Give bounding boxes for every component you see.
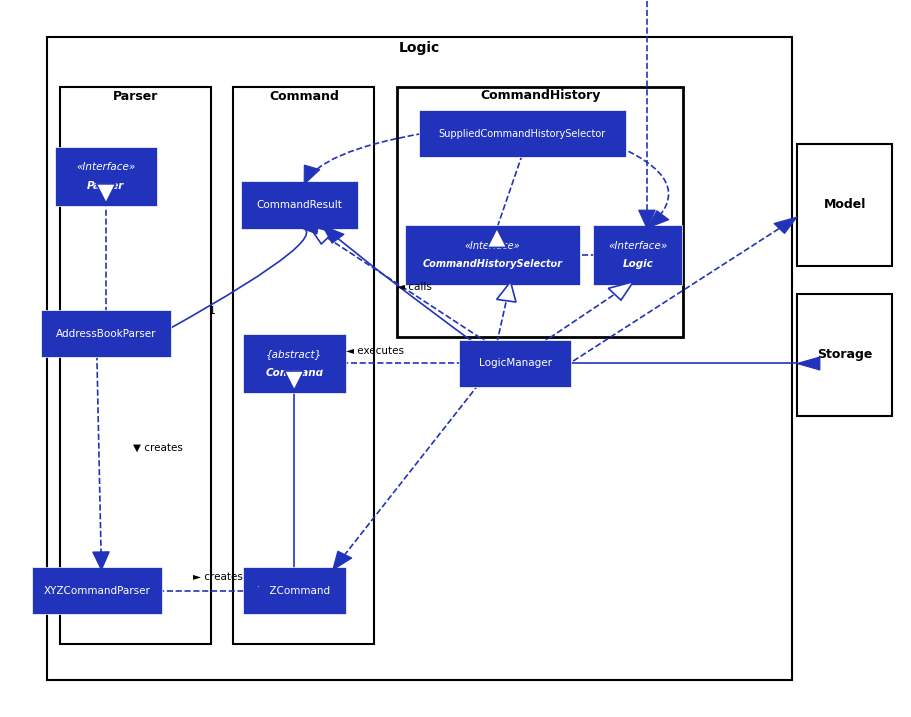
Text: ▼ creates: ▼ creates bbox=[133, 443, 183, 452]
Polygon shape bbox=[638, 210, 654, 228]
Text: Command: Command bbox=[265, 368, 322, 378]
Polygon shape bbox=[333, 551, 352, 570]
Polygon shape bbox=[308, 226, 333, 244]
FancyBboxPatch shape bbox=[404, 225, 579, 285]
FancyBboxPatch shape bbox=[242, 334, 345, 393]
Text: XYZCommandParser: XYZCommandParser bbox=[44, 586, 150, 596]
FancyBboxPatch shape bbox=[241, 181, 357, 229]
Polygon shape bbox=[96, 184, 116, 203]
Text: XYZCommand: XYZCommand bbox=[257, 586, 331, 596]
FancyBboxPatch shape bbox=[41, 310, 170, 357]
Text: Logic: Logic bbox=[622, 260, 652, 269]
FancyBboxPatch shape bbox=[396, 87, 682, 337]
FancyBboxPatch shape bbox=[55, 147, 158, 206]
FancyBboxPatch shape bbox=[418, 110, 625, 157]
Text: «Interface»: «Interface» bbox=[608, 241, 667, 251]
Polygon shape bbox=[608, 282, 632, 300]
Text: Logic: Logic bbox=[399, 41, 440, 54]
FancyBboxPatch shape bbox=[46, 37, 792, 680]
Text: 1: 1 bbox=[209, 305, 216, 315]
Polygon shape bbox=[486, 228, 507, 247]
Polygon shape bbox=[773, 217, 796, 234]
Polygon shape bbox=[284, 371, 303, 390]
Polygon shape bbox=[304, 165, 320, 184]
Text: ◄ executes: ◄ executes bbox=[346, 346, 404, 356]
Text: AddressBookParser: AddressBookParser bbox=[56, 328, 156, 338]
Polygon shape bbox=[319, 357, 342, 370]
Polygon shape bbox=[553, 248, 576, 262]
FancyBboxPatch shape bbox=[796, 294, 892, 416]
Polygon shape bbox=[796, 357, 819, 370]
Text: ► creates: ► creates bbox=[193, 572, 243, 582]
Polygon shape bbox=[295, 221, 318, 234]
Text: «Interface»: «Interface» bbox=[464, 241, 519, 251]
Text: Command: Command bbox=[269, 90, 339, 103]
Text: SuppliedCommandHistorySelector: SuppliedCommandHistorySelector bbox=[438, 128, 605, 138]
Text: CommandHistory: CommandHistory bbox=[480, 88, 600, 102]
Text: «Interface»: «Interface» bbox=[77, 162, 136, 172]
Text: ◄ calls: ◄ calls bbox=[396, 282, 431, 292]
Text: CommandHistorySelector: CommandHistorySelector bbox=[422, 260, 562, 269]
Polygon shape bbox=[646, 211, 668, 228]
FancyBboxPatch shape bbox=[60, 87, 210, 644]
Text: Parser: Parser bbox=[113, 90, 159, 103]
FancyBboxPatch shape bbox=[593, 225, 681, 285]
Text: Parser: Parser bbox=[87, 181, 125, 191]
Polygon shape bbox=[93, 552, 109, 570]
Text: Model: Model bbox=[823, 199, 865, 212]
Text: Storage: Storage bbox=[816, 348, 872, 361]
FancyBboxPatch shape bbox=[233, 87, 374, 644]
Text: CommandResult: CommandResult bbox=[256, 200, 343, 210]
Polygon shape bbox=[322, 226, 343, 243]
FancyBboxPatch shape bbox=[242, 567, 345, 614]
Text: {abstract}: {abstract} bbox=[266, 349, 322, 359]
FancyBboxPatch shape bbox=[458, 340, 570, 387]
Polygon shape bbox=[496, 282, 516, 302]
Text: LogicManager: LogicManager bbox=[478, 358, 551, 369]
FancyBboxPatch shape bbox=[796, 144, 892, 266]
FancyBboxPatch shape bbox=[32, 567, 161, 614]
Polygon shape bbox=[246, 584, 269, 597]
